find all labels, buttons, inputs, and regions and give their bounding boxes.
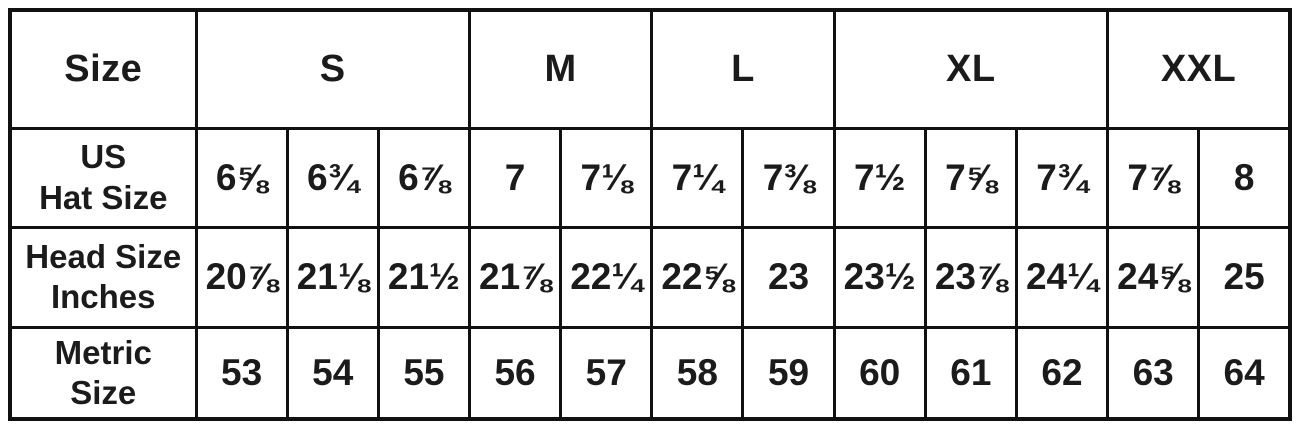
us-hat-size-cell: 7¾ xyxy=(1014,126,1110,229)
metric-size-cell: 60 xyxy=(832,325,927,421)
metric-size-cell: 55 xyxy=(376,325,471,421)
size-group-m: M xyxy=(467,8,654,130)
size-group-l: L xyxy=(650,8,836,130)
hat-size-conversion-table: Size S M L XL XXL US Hat Size 6⅝ 6¾ 6⅞ 7… xyxy=(8,8,1292,421)
us-hat-size-cell: 7⅜ xyxy=(741,126,836,229)
us-hat-size-cell: 6¾ xyxy=(285,126,380,229)
head-size-cell: 20⅞ xyxy=(194,225,289,329)
corner-size-label: Size xyxy=(8,8,198,130)
us-hat-size-cell: 7 xyxy=(467,126,563,229)
metric-size-row: Metric Size 53 54 55 56 57 58 59 60 61 6… xyxy=(8,325,1292,421)
us-hat-size-cell: 7¼ xyxy=(650,126,745,229)
head-size-cell: 24⅝ xyxy=(1106,225,1201,329)
head-size-cell: 24¼ xyxy=(1014,225,1110,329)
us-hat-size-cell: 6⅞ xyxy=(376,126,471,229)
head-size-cell: 23⅞ xyxy=(923,225,1018,329)
head-size-cell: 22⅝ xyxy=(650,225,745,329)
head-size-cell: 23½ xyxy=(832,225,927,329)
us-hat-size-cell: 6⅝ xyxy=(194,126,289,229)
head-size-cell: 21½ xyxy=(376,225,471,329)
metric-size-cell: 62 xyxy=(1014,325,1110,421)
us-hat-size-cell: 7⅝ xyxy=(923,126,1018,229)
header-row: Size S M L XL XXL xyxy=(8,8,1292,130)
metric-size-cell: 63 xyxy=(1106,325,1201,421)
size-group-xl: XL xyxy=(832,8,1110,130)
size-group-xxl: XXL xyxy=(1106,8,1292,130)
metric-size-cell: 58 xyxy=(650,325,745,421)
us-hat-size-cell: 7⅛ xyxy=(559,126,654,229)
us-hat-size-cell: 7⅞ xyxy=(1106,126,1201,229)
head-size-cell: 21⅛ xyxy=(285,225,380,329)
us-hat-size-row: US Hat Size 6⅝ 6¾ 6⅞ 7 7⅛ 7¼ 7⅜ 7½ 7⅝ 7¾… xyxy=(8,126,1292,229)
head-size-cell: 22¼ xyxy=(559,225,654,329)
head-size-inches-row: Head Size Inches 20⅞ 21⅛ 21½ 21⅞ 22¼ 22⅝… xyxy=(8,225,1292,329)
head-size-inches-row-label: Head Size Inches xyxy=(8,225,198,329)
metric-size-cell: 56 xyxy=(467,325,563,421)
us-hat-size-cell: 8 xyxy=(1197,126,1292,229)
metric-size-cell: 57 xyxy=(559,325,654,421)
head-size-cell: 23 xyxy=(741,225,836,329)
us-hat-size-row-label: US Hat Size xyxy=(8,126,198,229)
metric-size-cell: 61 xyxy=(923,325,1018,421)
us-hat-size-cell: 7½ xyxy=(832,126,927,229)
metric-size-cell: 64 xyxy=(1197,325,1292,421)
head-size-cell: 25 xyxy=(1197,225,1292,329)
size-group-s: S xyxy=(194,8,471,130)
metric-size-row-label: Metric Size xyxy=(8,325,198,421)
metric-size-cell: 54 xyxy=(285,325,380,421)
metric-size-cell: 59 xyxy=(741,325,836,421)
head-size-cell: 21⅞ xyxy=(467,225,563,329)
metric-size-cell: 53 xyxy=(194,325,289,421)
